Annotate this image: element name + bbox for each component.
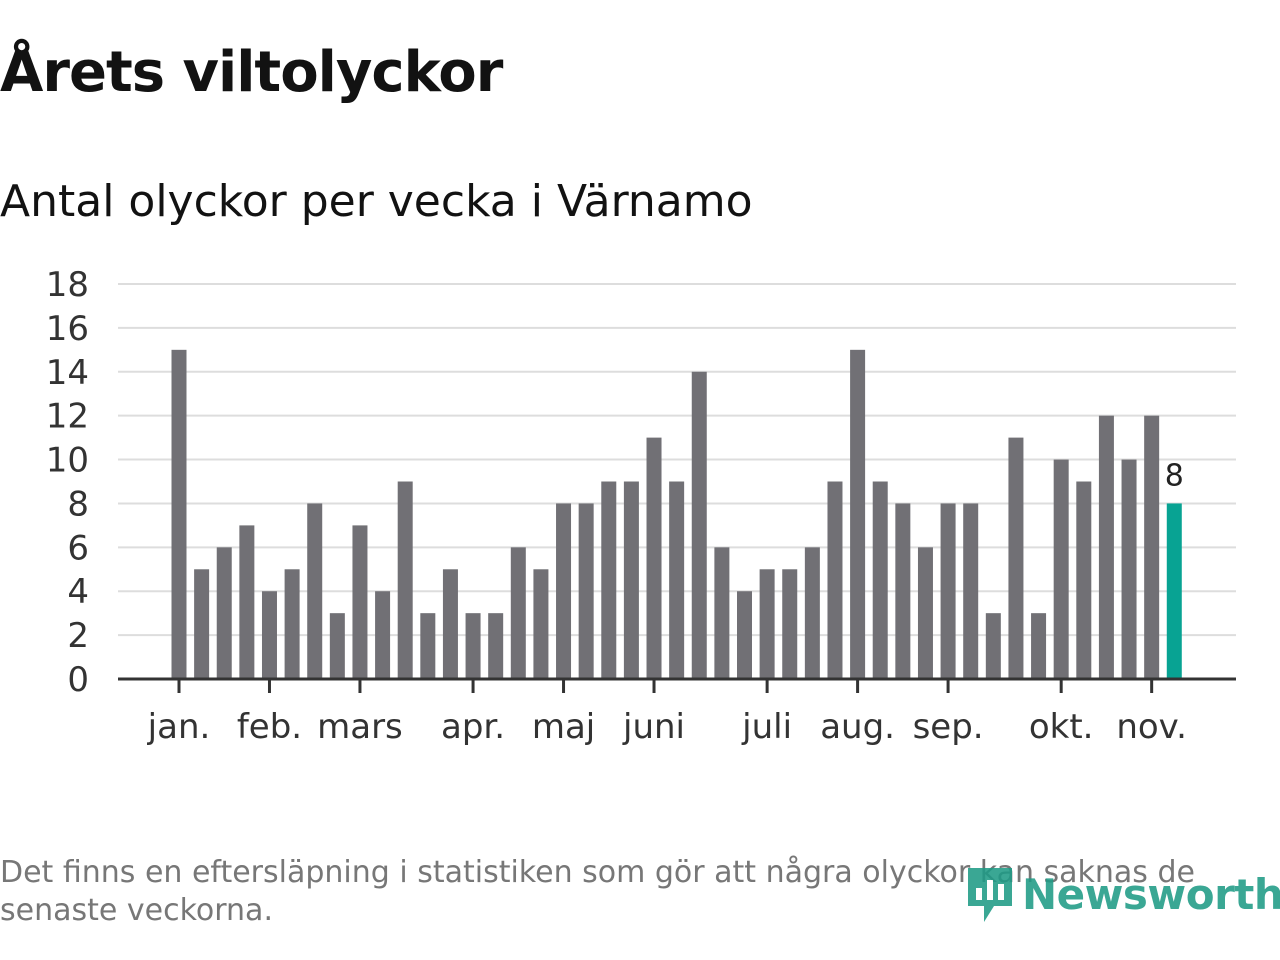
month-label: okt. xyxy=(1029,707,1094,747)
bar xyxy=(804,547,820,679)
bar xyxy=(691,371,707,679)
month-label: jan. xyxy=(147,707,211,747)
y-tick-label: 4 xyxy=(67,572,89,612)
bar xyxy=(827,481,843,679)
chart-subtitle: Antal olyckor per vecka i Värnamo xyxy=(0,176,753,227)
bar xyxy=(782,569,798,679)
newsworthy-logo-icon xyxy=(968,868,1012,922)
y-tick-label: 0 xyxy=(67,660,89,700)
bar xyxy=(239,525,255,679)
bar xyxy=(556,503,572,679)
month-label: juni xyxy=(622,707,685,747)
bar xyxy=(940,503,956,679)
bar xyxy=(307,503,323,679)
highlight-value-label: 8 xyxy=(1165,458,1184,493)
bar xyxy=(465,613,481,679)
month-label: sep. xyxy=(913,707,984,747)
bar xyxy=(872,481,888,679)
bar xyxy=(488,613,504,679)
data-labels: 8 xyxy=(1165,458,1184,493)
x-axis-months: jan. feb. mars apr. maj juni juli aug. sep. okt. n… xyxy=(147,679,1187,747)
bar xyxy=(1098,415,1114,679)
month-label: mars xyxy=(317,707,403,747)
bar xyxy=(895,503,911,679)
bars xyxy=(171,349,1182,679)
y-tick-label: 18 xyxy=(46,265,89,305)
bar xyxy=(261,591,277,679)
month-label: aug. xyxy=(820,707,895,747)
bar xyxy=(646,437,662,679)
bar xyxy=(533,569,549,679)
bar xyxy=(1144,415,1160,679)
bar xyxy=(216,547,232,679)
month-label: apr. xyxy=(441,707,505,747)
y-tick-label: 6 xyxy=(67,528,89,568)
bar xyxy=(578,503,594,679)
y-tick-label: 16 xyxy=(46,309,89,349)
bar-highlight xyxy=(1166,503,1182,679)
bar xyxy=(1008,437,1024,679)
bar xyxy=(714,547,730,679)
bar xyxy=(917,547,933,679)
bar xyxy=(171,349,187,679)
bar xyxy=(1053,459,1069,679)
y-tick-label: 8 xyxy=(67,484,89,524)
bar xyxy=(510,547,526,679)
y-tick-label: 12 xyxy=(46,397,89,437)
bar xyxy=(284,569,300,679)
bar xyxy=(623,481,639,679)
bar xyxy=(420,613,436,679)
logo-text: Newsworthy xyxy=(1022,869,1280,919)
bar xyxy=(194,569,210,679)
bar xyxy=(850,349,866,679)
y-tick-label: 14 xyxy=(46,353,89,393)
bar xyxy=(1076,481,1092,679)
newsworthy-logo: Newsworthy xyxy=(964,862,1280,926)
bar xyxy=(329,613,345,679)
bar xyxy=(352,525,368,679)
bar xyxy=(397,481,413,679)
month-label: maj xyxy=(532,707,595,747)
bar xyxy=(963,503,979,679)
bar xyxy=(985,613,1001,679)
bar xyxy=(1031,613,1047,679)
bar xyxy=(759,569,775,679)
month-label: feb. xyxy=(237,707,302,747)
bar xyxy=(375,591,391,679)
y-tick-label: 2 xyxy=(67,616,89,656)
bar xyxy=(601,481,617,679)
bar xyxy=(737,591,752,679)
month-label: juli xyxy=(741,707,792,747)
bar xyxy=(442,569,458,679)
bar xyxy=(669,481,685,679)
bar xyxy=(1121,459,1137,679)
y-tick-label: 10 xyxy=(46,441,89,481)
chart-title: Årets viltolyckor xyxy=(0,40,503,105)
month-label: nov. xyxy=(1116,707,1187,747)
